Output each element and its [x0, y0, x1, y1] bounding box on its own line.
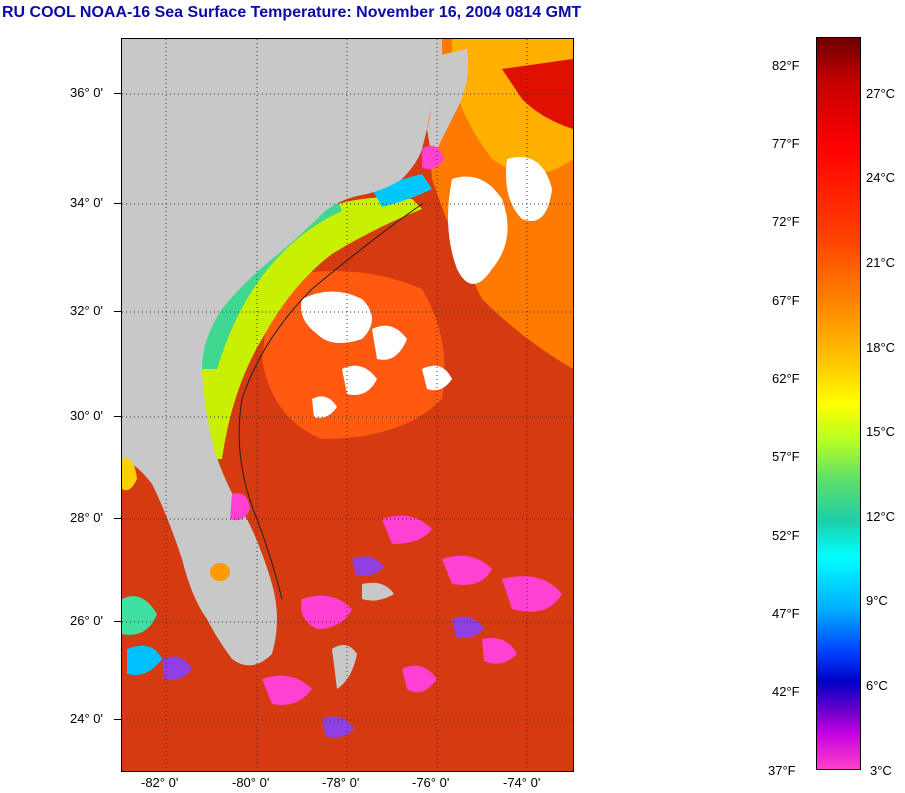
lon-label: -78° 0' — [322, 775, 360, 790]
outer-banks-land — [422, 49, 469, 159]
gulf-cool-patches — [122, 458, 162, 675]
colorbar-c-label: 27°C — [866, 86, 896, 101]
colorbar-f-label: 52°F — [772, 528, 800, 543]
colorbar-c-label: 12°C — [866, 509, 896, 524]
colorbar-c-label: 24°C — [866, 170, 896, 185]
colorbar-c-label: 9°C — [866, 593, 888, 608]
lat-tick — [114, 518, 121, 519]
lat-label: 30° 0' — [70, 408, 103, 423]
lat-tick — [114, 93, 121, 94]
lat-label: 26° 0' — [70, 613, 103, 628]
lat-label: 34° 0' — [70, 195, 103, 210]
lat-tick — [114, 311, 121, 312]
colorbar-f-label: 57°F — [772, 449, 800, 464]
colorbar-f-label: 82°F — [772, 58, 800, 73]
andros-island — [332, 645, 357, 689]
colorbar-f-label: 77°F — [772, 136, 800, 151]
colorbar-f-label: 72°F — [772, 214, 800, 229]
coastal-cool-band — [192, 197, 422, 460]
warm-core-ring — [502, 59, 573, 129]
cold-purple-patches — [162, 556, 484, 738]
shelf-break-contour — [238, 203, 423, 600]
lat-tick — [114, 203, 121, 204]
sst-map-graphic — [122, 39, 573, 771]
lat-label: 32° 0' — [70, 303, 103, 318]
colorbar-c-label: 3°C — [870, 763, 892, 778]
coastal-cold-band — [192, 199, 342, 369]
lon-label: -80° 0' — [232, 775, 270, 790]
colorbar-c-label: 21°C — [866, 255, 896, 270]
colorbar-c-label: 15°C — [866, 424, 896, 439]
colorbar-f-label: 62°F — [772, 371, 800, 386]
grand-bahama-island — [362, 582, 394, 601]
colorbar-f-label: 42°F — [772, 684, 800, 699]
southeast-us-land — [122, 39, 442, 666]
colorbar-f-label: 37°F — [768, 763, 796, 778]
lat-tick — [114, 621, 121, 622]
colorbar-f-label: 47°F — [772, 606, 800, 621]
lon-label: -76° 0' — [412, 775, 450, 790]
lat-tick — [114, 719, 121, 720]
cloud-cover — [301, 157, 552, 418]
colorbar-c-label: 6°C — [866, 678, 888, 693]
lat-label: 24° 0' — [70, 711, 103, 726]
lake-okeechobee — [210, 563, 230, 581]
temperature-colorbar — [816, 37, 861, 770]
cloud-contaminated-patches — [230, 145, 562, 705]
colorbar-f-label: 67°F — [772, 293, 800, 308]
lon-label: -74° 0' — [503, 775, 541, 790]
lat-label: 28° 0' — [70, 510, 103, 525]
lat-label: 36° 0' — [70, 85, 103, 100]
lon-label: -82° 0' — [141, 775, 179, 790]
lat-tick — [114, 416, 121, 417]
cold-shelf-water — [372, 174, 432, 207]
colorbar-c-label: 18°C — [866, 340, 896, 355]
sst-map — [121, 38, 574, 772]
chart-title: RU COOL NOAA-16 Sea Surface Temperature:… — [2, 4, 582, 21]
